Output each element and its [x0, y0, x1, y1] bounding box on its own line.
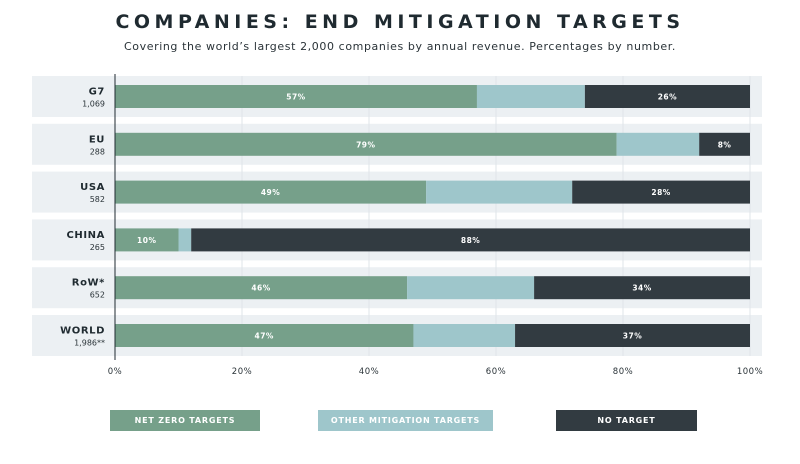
legend-other-mitigation: OTHER MITIGATION TARGETS [318, 410, 493, 431]
x-tick-label: 80% [613, 367, 633, 377]
bar-segment-no-target [572, 180, 750, 204]
category-label: G7 [89, 87, 105, 98]
category-label: WORLD [60, 326, 105, 337]
chart-title: COMPANIES: END MITIGATION TARGETS [115, 11, 685, 33]
x-tick-label: 60% [486, 367, 506, 377]
bar-segment-no-target [515, 324, 750, 347]
bar-segment-no-target [191, 228, 750, 252]
x-tick-label: 100% [737, 367, 763, 377]
category-label: RoW* [72, 278, 105, 289]
data-label: 88% [461, 236, 480, 245]
category-count: 265 [90, 243, 105, 252]
category-label: EU [89, 134, 105, 145]
x-tick-label: 40% [359, 367, 379, 377]
category-count: 582 [90, 195, 105, 204]
bar-segment-net-zero-targets [115, 132, 617, 156]
chart-subtitle: Covering the world’s largest 2,000 compa… [123, 40, 676, 53]
bar-segment-net-zero-targets [115, 324, 414, 347]
bar-segment-net-zero-targets [115, 85, 477, 108]
bar-segment-net-zero-targets [115, 276, 408, 300]
bar-segment-other-mitigation-targets [178, 228, 192, 252]
legend-no-target: NO TARGET [556, 410, 697, 431]
data-label: 57% [286, 93, 305, 102]
data-label: 49% [261, 188, 280, 197]
legend-net-zero: NET ZERO TARGETS [110, 410, 260, 431]
bar-segment-other-mitigation-targets [616, 132, 700, 156]
category-count: 1,069 [82, 100, 105, 109]
data-label: 8% [718, 140, 732, 149]
bar-segment-no-target [534, 276, 750, 300]
bar-segment-no-target [699, 132, 750, 156]
bar-segment-other-mitigation-targets [426, 180, 573, 204]
bar-segment-other-mitigation-targets [476, 85, 585, 108]
data-label: 47% [254, 332, 273, 341]
bar-segment-net-zero-targets [115, 228, 179, 252]
x-tick-label: 20% [232, 367, 252, 377]
data-label: 26% [658, 93, 677, 102]
x-tick-label: 0% [108, 367, 123, 377]
category-count: 288 [90, 147, 105, 156]
data-label: 79% [356, 140, 375, 149]
data-label: 46% [251, 284, 270, 293]
category-count: 652 [90, 291, 105, 300]
data-label: 28% [651, 188, 670, 197]
bar-segment-net-zero-targets [115, 180, 427, 204]
data-label: 10% [137, 236, 156, 245]
category-count: 1,986** [74, 339, 105, 348]
data-label: 34% [632, 284, 651, 293]
category-label: CHINA [66, 230, 105, 241]
category-label: USA [80, 182, 105, 193]
bar-segment-other-mitigation-targets [413, 324, 516, 347]
data-label: 37% [623, 332, 642, 341]
bar-segment-no-target [584, 85, 750, 108]
bar-segment-other-mitigation-targets [407, 276, 535, 300]
